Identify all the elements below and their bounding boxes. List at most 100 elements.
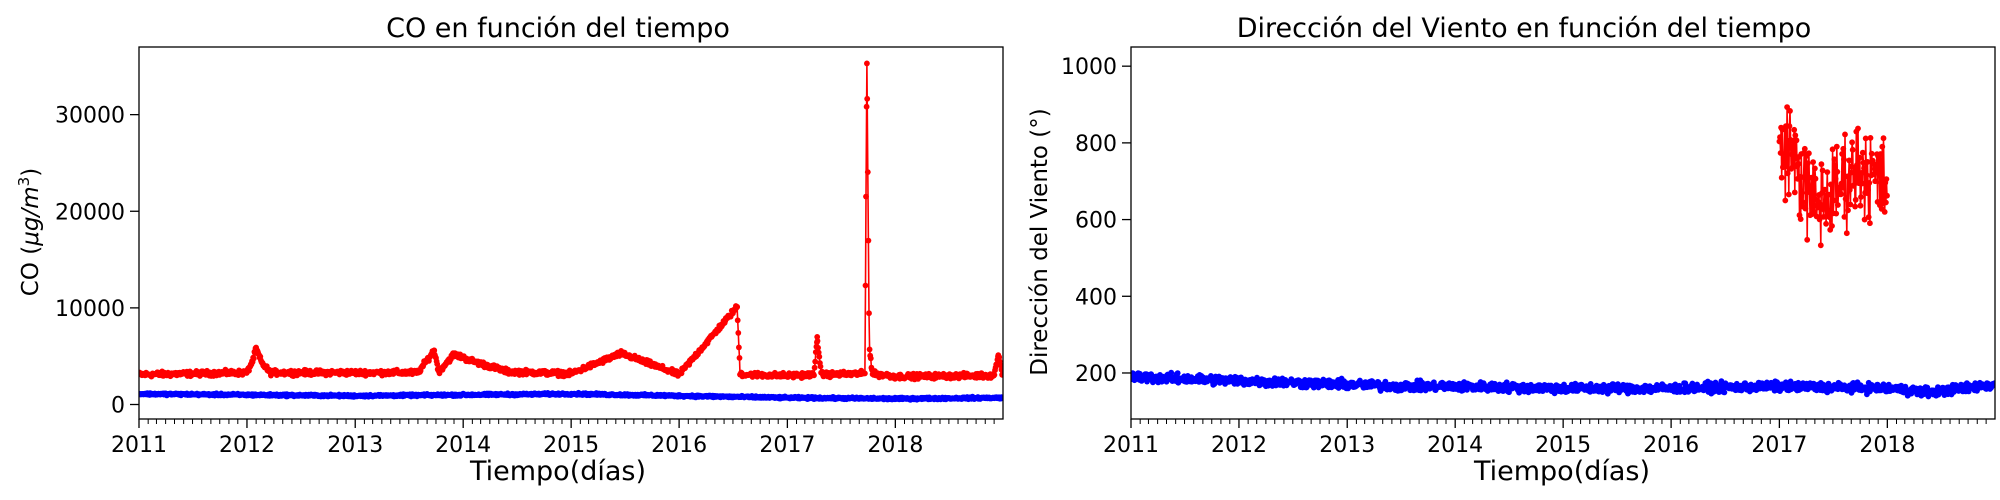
data-point: [1880, 135, 1887, 142]
data-point: [1867, 220, 1873, 227]
y-tick-label: 600: [1075, 209, 1117, 234]
y-axis-label-close: ): [18, 168, 44, 177]
data-point: [1863, 171, 1870, 178]
data-point: [1803, 175, 1809, 181]
data-point: [1854, 162, 1860, 168]
data-point: [736, 344, 742, 351]
data-point: [1872, 178, 1879, 185]
data-point: [1822, 199, 1829, 206]
chart-title: CO en función del tiempo: [386, 13, 730, 44]
data-point: [1839, 184, 1846, 191]
data-point: [1782, 197, 1789, 204]
y-tick-label: 20000: [55, 200, 125, 225]
wind-direction-chart: Dirección del Viento en función del tiem…: [1027, 13, 1996, 487]
series-layer: [1131, 104, 1995, 400]
y-axis-label-sup: 3: [15, 177, 33, 187]
data-point: [1876, 157, 1883, 163]
data-point: [1859, 149, 1866, 156]
x-tick-label: 2017: [759, 433, 815, 458]
data-point: [1832, 175, 1839, 182]
data-point: [250, 355, 257, 362]
data-point: [1824, 169, 1831, 176]
data-point: [1790, 163, 1796, 170]
data-point: [1834, 168, 1841, 175]
x-axis-ticks: 2011 2012 2013 2014 2015 2016 2017 2018: [1103, 419, 1987, 458]
data-point: [1799, 199, 1806, 206]
data-point: [1783, 163, 1790, 170]
x-tick-label: 2018: [867, 433, 923, 458]
series-points-blue: [1131, 369, 1995, 400]
data-point: [1841, 156, 1847, 163]
data-point: [1832, 162, 1838, 168]
data-point: [1833, 210, 1840, 217]
y-axis-label-main: CO (: [18, 246, 44, 296]
data-point: [1858, 194, 1864, 200]
data-point: [1859, 180, 1866, 187]
data-point: [1777, 134, 1783, 141]
data-point: [1877, 151, 1884, 157]
x-tick-label: 2011: [111, 433, 167, 458]
series-layer: [139, 60, 1003, 403]
data-point: [863, 103, 870, 110]
data-point: [862, 282, 869, 289]
x-tick-label: 2012: [219, 433, 275, 458]
y-tick-label: 10000: [55, 297, 125, 322]
data-point: [1855, 125, 1861, 132]
data-point: [1884, 192, 1890, 199]
data-point: [817, 363, 824, 370]
data-point: [866, 346, 873, 353]
data-point: [1838, 191, 1844, 198]
data-point: [1806, 150, 1812, 157]
data-point: [816, 353, 823, 360]
y-tick-label: 400: [1075, 285, 1117, 310]
data-point: [1778, 174, 1785, 181]
axes-frame: [1130, 46, 1996, 420]
data-point: [1883, 176, 1890, 183]
data-point: [1780, 151, 1787, 158]
data-point: [1784, 170, 1791, 177]
data-point: [1791, 189, 1798, 196]
data-point: [1168, 369, 1175, 376]
x-tick-label: 2016: [651, 433, 707, 458]
data-point: [1802, 205, 1809, 212]
data-point: [1817, 242, 1824, 249]
data-point: [1830, 197, 1837, 204]
data-point: [1829, 223, 1835, 229]
data-point: [1791, 126, 1798, 133]
x-axis-label: Tiempo(días): [469, 456, 646, 487]
data-point: [1819, 167, 1826, 174]
y-axis-label: CO (μg/m3): [15, 168, 44, 296]
data-point: [1839, 151, 1845, 157]
data-point: [1804, 236, 1811, 243]
data-point: [1821, 204, 1828, 211]
data-point: [999, 371, 1003, 377]
data-point: [991, 372, 998, 378]
data-point: [811, 364, 818, 371]
data-point: [1991, 380, 1995, 387]
data-point: [1847, 201, 1854, 208]
data-point: [1865, 187, 1871, 193]
data-point: [1873, 164, 1880, 171]
data-point: [431, 347, 438, 354]
data-point: [1812, 175, 1819, 182]
data-point: [1846, 187, 1853, 193]
data-point: [1809, 191, 1816, 198]
chart-title: Dirección del Viento en función del tiem…: [1237, 13, 1812, 44]
data-point: [1841, 214, 1848, 220]
data-point: [1865, 214, 1872, 221]
series-points-blue: [139, 389, 1003, 403]
data-point: [1807, 185, 1814, 192]
x-tick-label: 2018: [1859, 433, 1915, 458]
data-point: [1843, 195, 1850, 202]
x-tick-label: 2011: [1103, 433, 1159, 458]
data-point: [996, 354, 1003, 361]
data-point: [1817, 201, 1824, 208]
data-point: [1174, 370, 1181, 376]
data-point: [734, 317, 741, 324]
data-point: [1822, 186, 1828, 193]
data-point: [1864, 159, 1871, 165]
data-point: [814, 338, 821, 344]
data-point: [1835, 202, 1841, 208]
y-tick-label: 800: [1075, 132, 1117, 157]
